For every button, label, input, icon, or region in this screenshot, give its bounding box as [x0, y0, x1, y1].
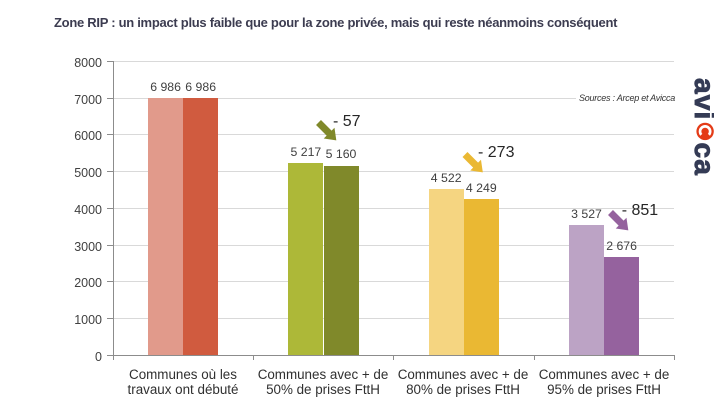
svg-text:avi: avi: [689, 78, 714, 121]
svg-text:ca: ca: [689, 143, 714, 177]
